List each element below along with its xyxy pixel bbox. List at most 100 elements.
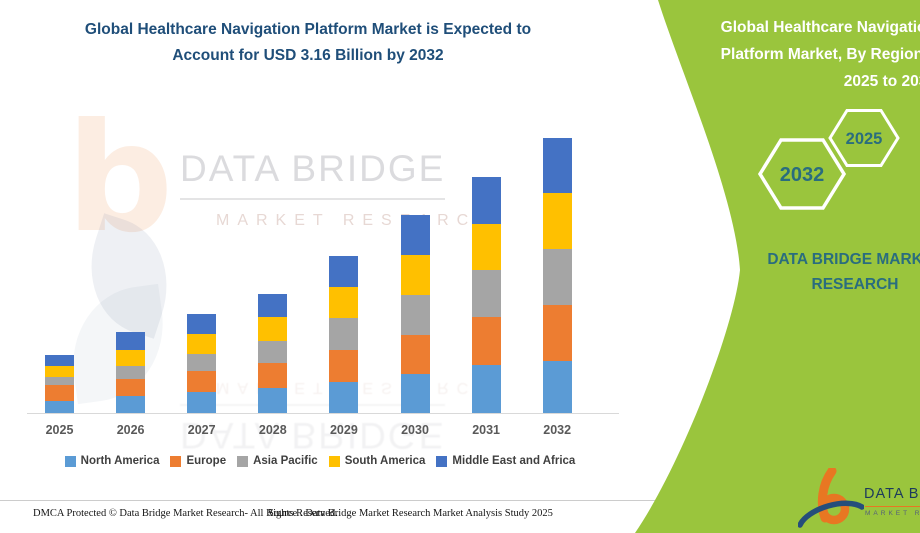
bar-segment-europe (187, 371, 217, 393)
bar-segment-middle-east-and-africa (542, 137, 572, 194)
bar-segment-north-america (329, 381, 359, 413)
dmca-notice: DMCA Protected © Data Bridge Market Rese… (33, 508, 338, 519)
bar-segment-europe (45, 385, 74, 401)
stacked-bar-2030 (400, 215, 430, 413)
x-axis-label-2026: 2026 (116, 423, 145, 437)
legend-label: North America (80, 455, 160, 467)
bar-segment-asia-pacific (329, 317, 359, 351)
x-axis-label-2027: 2027 (187, 423, 216, 437)
legend-item-middle-east-and-africa: Middle East and Africa (436, 455, 575, 467)
bar-segment-south-america (471, 223, 501, 270)
hexagon-2032-label: 2032 (780, 164, 825, 186)
x-axis-label-2032: 2032 (543, 423, 572, 437)
stacked-bar-2026 (116, 331, 146, 413)
legend-label: South America (344, 455, 426, 467)
bar-segment-europe (542, 304, 572, 361)
bar-segment-asia-pacific (45, 377, 74, 386)
chart-title-line-2: Account for USD 3.16 Billion by 2032 (172, 47, 444, 64)
bar-segment-north-america (187, 392, 217, 413)
bar-segment-asia-pacific (116, 365, 146, 380)
green-panel-shape (635, 0, 920, 533)
chart-title: Global Healthcare Navigation Platform Ma… (18, 17, 598, 69)
databridge-logo: DATA BRIDGE MARKET RESEARCH (798, 468, 920, 528)
side-panel-title-line-2: Platform Market, By Regions, (720, 46, 920, 63)
bar-segment-south-america (116, 350, 146, 366)
legend-label: Asia Pacific (253, 455, 318, 467)
legend-swatch-icon (237, 455, 249, 467)
legend-item-europe: Europe (170, 455, 226, 467)
stacked-bar-2025 (45, 354, 74, 413)
bar-segment-south-america (45, 366, 74, 378)
bar-segment-north-america (400, 373, 430, 413)
bar-segment-europe (258, 363, 288, 388)
stacked-bar-plot-area: 2025 2026 2027 2028 2029 2030 2031 2032 (45, 137, 572, 437)
hexagon-2025-icon (828, 109, 900, 167)
watermark-brand-text: DATA BRIDGE (180, 148, 446, 200)
chart-title-line-1: Global Healthcare Navigation Platform Ma… (84, 21, 532, 38)
bar-segment-south-america (400, 255, 430, 296)
databridge-logo-icon (798, 468, 864, 528)
footer-divider (0, 500, 920, 501)
legend-swatch-icon (170, 455, 182, 467)
bar-segment-north-america (45, 400, 74, 413)
bar-segment-middle-east-and-africa (471, 176, 501, 224)
bar-segment-south-america (187, 333, 217, 354)
bar-segment-asia-pacific (258, 340, 288, 364)
bar-segment-asia-pacific (542, 249, 572, 305)
bar-segment-north-america (258, 387, 288, 413)
stacked-bar-2032 (542, 137, 572, 413)
stacked-bar-2028 (258, 293, 288, 413)
bar-segment-south-america (329, 287, 359, 318)
bar-segment-europe (471, 317, 501, 365)
bar-segment-south-america (258, 317, 288, 341)
bar-segment-europe (329, 350, 359, 382)
side-panel-brand-line-2: RESEARCH (811, 276, 899, 293)
logo-tagline: MARKET RESEARCH (865, 506, 920, 517)
stacked-bar-2027 (187, 313, 217, 413)
bar-segment-north-america (471, 365, 501, 413)
bar-segment-middle-east-and-africa (187, 313, 217, 334)
bar-segment-middle-east-and-africa (258, 293, 288, 318)
year-hexagons: 2032 2025 (757, 109, 900, 210)
legend-label: Middle East and Africa (452, 455, 576, 467)
side-panel-brand-line-1: DATA BRIDGE MARKET (767, 251, 920, 268)
bar-segment-europe (400, 335, 430, 374)
stacked-bar-2029 (329, 256, 359, 413)
legend-swatch-icon (64, 455, 76, 467)
source-note: Source : Data Bridge Market Research Mar… (268, 508, 553, 519)
bar-segment-north-america (542, 360, 572, 413)
side-panel-title-line-3: 2025 to 2032 (843, 73, 920, 90)
x-axis-label-2029: 2029 (329, 423, 358, 437)
hexagon-2025-label: 2025 (846, 130, 883, 148)
x-axis-line (27, 413, 619, 414)
green-side-panel (635, 0, 920, 533)
bar-segment-asia-pacific (400, 295, 430, 336)
side-panel-title: Global Healthcare Navigation Platform Ma… (640, 14, 920, 95)
legend-swatch-icon (436, 455, 448, 467)
bar-segment-middle-east-and-africa (400, 215, 430, 256)
bar-segment-middle-east-and-africa (45, 354, 74, 367)
x-axis-label-2025: 2025 (45, 423, 74, 437)
hexagon-2032-icon (757, 138, 847, 210)
bar-segment-asia-pacific (187, 353, 217, 372)
x-axis-label-2030: 2030 (401, 423, 429, 437)
x-axis-label-2028: 2028 (258, 423, 287, 437)
legend-item-north-america: North America (64, 455, 160, 467)
legend-item-south-america: South America (328, 455, 426, 467)
bar-segment-middle-east-and-africa (329, 256, 359, 288)
bar-segment-asia-pacific (471, 269, 501, 317)
bar-segment-middle-east-and-africa (116, 331, 146, 351)
bar-segment-europe (116, 379, 146, 396)
legend-item-asia-pacific: Asia Pacific (237, 455, 318, 467)
side-panel-brand: DATA BRIDGE MARKET RESEARCH (690, 247, 920, 297)
legend-label: Europe (186, 455, 227, 467)
watermark-logo-b-icon: b (66, 92, 174, 266)
chart-legend: North America Europe Asia Pacific South Ame… (0, 455, 640, 467)
bar-segment-south-america (542, 193, 572, 250)
x-axis-label-2031: 2031 (472, 423, 500, 437)
logo-wordmark: DATA BRIDGE (864, 486, 920, 502)
side-panel-title-line-1: Global Healthcare Navigation (720, 19, 920, 36)
stacked-bar-2031 (471, 176, 501, 413)
bar-segment-north-america (116, 395, 146, 413)
